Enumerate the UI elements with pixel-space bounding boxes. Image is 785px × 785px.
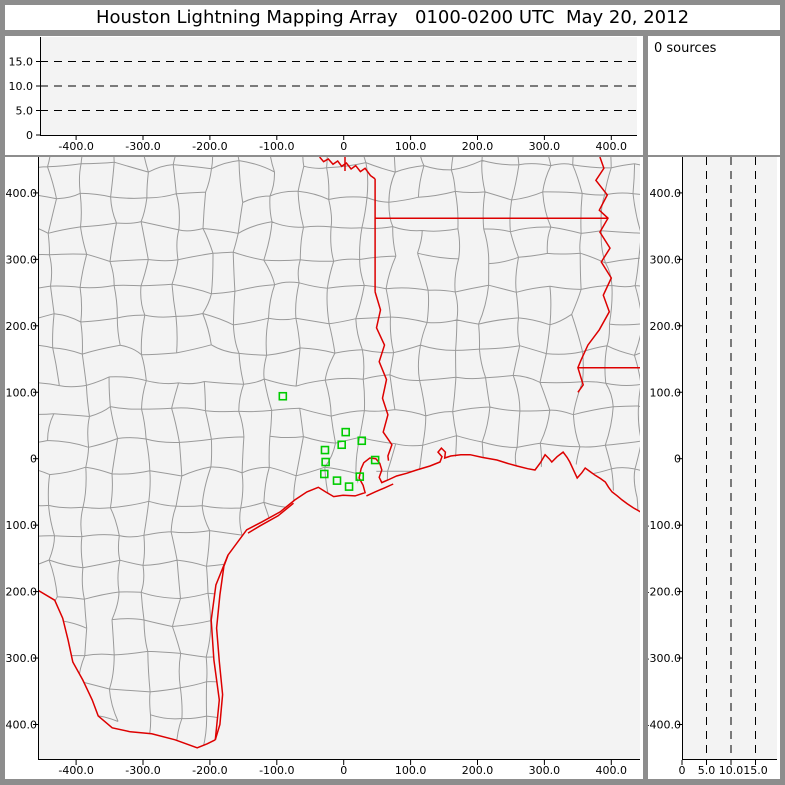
- rio-grande-tx-mexico-border: [38, 589, 216, 749]
- alt-ns-y-tick-label: 300.0: [650, 253, 682, 266]
- alt-ew-y-tick-label: 10.0: [9, 80, 34, 93]
- padre-island: [214, 554, 229, 741]
- lma-station-marker: [357, 436, 367, 446]
- map-y-tick-label: -100.0: [5, 519, 37, 532]
- map-y-tick-label: 0: [30, 453, 37, 466]
- alt-ew-x-tick-label: 100.0: [395, 140, 427, 153]
- alt-ns-y-tick-label: -200.0: [648, 586, 681, 599]
- sources-count-label: 0 sources: [654, 41, 717, 56]
- plan-view-map-plot[interactable]: 400.0 300.0 200.0 100.0 0 -100.0 -200.0 -300.0 -…: [5, 157, 643, 779]
- map-plot-area[interactable]: [38, 157, 640, 760]
- map-x-tick-label: 100.0: [395, 764, 427, 777]
- matagorda-island: [247, 502, 294, 534]
- alt-ns-y-tick-label: -300.0: [648, 652, 681, 665]
- alt-ew-y-tick-label: 15.0: [9, 56, 34, 69]
- map-y-tick-label: 200.0: [6, 320, 38, 333]
- lma-station-marker: [320, 445, 330, 455]
- alt-ew-x-tick-label: -100.0: [259, 140, 294, 153]
- alt-ns-x-tick-label: 0: [679, 764, 686, 777]
- map-y-tick-label: -300.0: [5, 652, 37, 665]
- sources-count-panel: 0 sources: [648, 36, 780, 155]
- red-river-tx-ok-border: [319, 157, 376, 180]
- map-y-tick-label: 300.0: [6, 253, 38, 266]
- alt-ns-y-tick-label: -100.0: [648, 519, 681, 532]
- alt-ew-x-tick-label: -300.0: [125, 140, 160, 153]
- altitude-eastwest-panel[interactable]: 0 5.0 10.0 15.0 -400.0 -300.0 -200.0 -100.0 0 100…: [5, 36, 643, 155]
- alt-ns-x-tick-label: 5.0: [698, 764, 716, 777]
- alt-ns-y-tick-label: 400.0: [650, 187, 682, 200]
- lma-station-marker: [355, 472, 365, 481]
- map-x-tick-label: -200.0: [192, 764, 227, 777]
- alt-ew-y-tick-label: 0: [26, 129, 33, 142]
- map-x-tick-label: 400.0: [596, 764, 628, 777]
- map-y-tick-label: 100.0: [6, 386, 38, 399]
- lma-station-marker: [319, 469, 329, 479]
- alt-ew-x-tick-label: 200.0: [462, 140, 494, 153]
- title-bar: Houston Lightning Mapping Array 0100-020…: [5, 5, 780, 30]
- altitude-northsouth-plot[interactable]: 400.0 300.0 200.0 100.0 0 -100.0 -200.0 -300.0 -…: [648, 157, 780, 779]
- map-y-tick-label: 400.0: [6, 187, 38, 200]
- alt-ew-x-tick-label: -200.0: [192, 140, 227, 153]
- window-title: Houston Lightning Mapping Array 0100-020…: [95, 7, 690, 28]
- map-y-tick-label: -200.0: [5, 586, 37, 599]
- map-x-tick-label: -100.0: [259, 764, 294, 777]
- lma-station-marker: [370, 455, 380, 465]
- alt-ns-y-tick-label: -400.0: [648, 719, 681, 732]
- lma-station-marker: [321, 457, 330, 467]
- alt-ew-x-tick-label: 300.0: [529, 140, 561, 153]
- mississippi-river-border: [577, 157, 613, 393]
- lma-station-marker: [344, 482, 354, 491]
- alt-ew-y-tick-label: 5.0: [16, 105, 34, 118]
- map-y-tick-label: -400.0: [5, 719, 37, 732]
- sabine-river-tx-la-border: [374, 291, 393, 461]
- alt-ew-x-tick-label: 400.0: [596, 140, 628, 153]
- plan-view-map-panel[interactable]: 400.0 300.0 200.0 100.0 0 -100.0 -200.0 -300.0 -…: [5, 157, 643, 779]
- map-x-tick-label: 0: [340, 764, 347, 777]
- altitude-northsouth-panel[interactable]: 400.0 300.0 200.0 100.0 0 -100.0 -200.0 -300.0 -…: [648, 157, 780, 779]
- alt-ns-y-tick-label: 0: [674, 453, 681, 466]
- alt-ew-x-tick-label: 0: [340, 140, 347, 153]
- alt-ns-y-tick-label: 200.0: [650, 320, 682, 333]
- alt-ns-y-tick-label: 100.0: [650, 386, 682, 399]
- alt-ns-x-tick-label: 15.0: [743, 764, 768, 777]
- map-x-tick-label: -300.0: [125, 764, 160, 777]
- map-x-tick-label: -400.0: [58, 764, 93, 777]
- map-x-tick-label: 200.0: [462, 764, 494, 777]
- lma-station-marker: [341, 427, 351, 437]
- lma-station-marker: [337, 440, 346, 450]
- alt-ns-x-tick-label: 10.0: [719, 764, 744, 777]
- map-x-tick-label: 300.0: [529, 764, 561, 777]
- gulf-coastline: [210, 446, 640, 740]
- alt-ew-x-tick-label: -400.0: [58, 140, 93, 153]
- lma-station-marker: [278, 391, 288, 401]
- altitude-eastwest-plot[interactable]: 0 5.0 10.0 15.0 -400.0 -300.0 -200.0 -100.0 0 100…: [5, 36, 643, 155]
- alt-ns-plot-area[interactable]: [682, 157, 777, 760]
- galveston-island: [366, 483, 394, 497]
- lma-station-marker: [332, 476, 342, 485]
